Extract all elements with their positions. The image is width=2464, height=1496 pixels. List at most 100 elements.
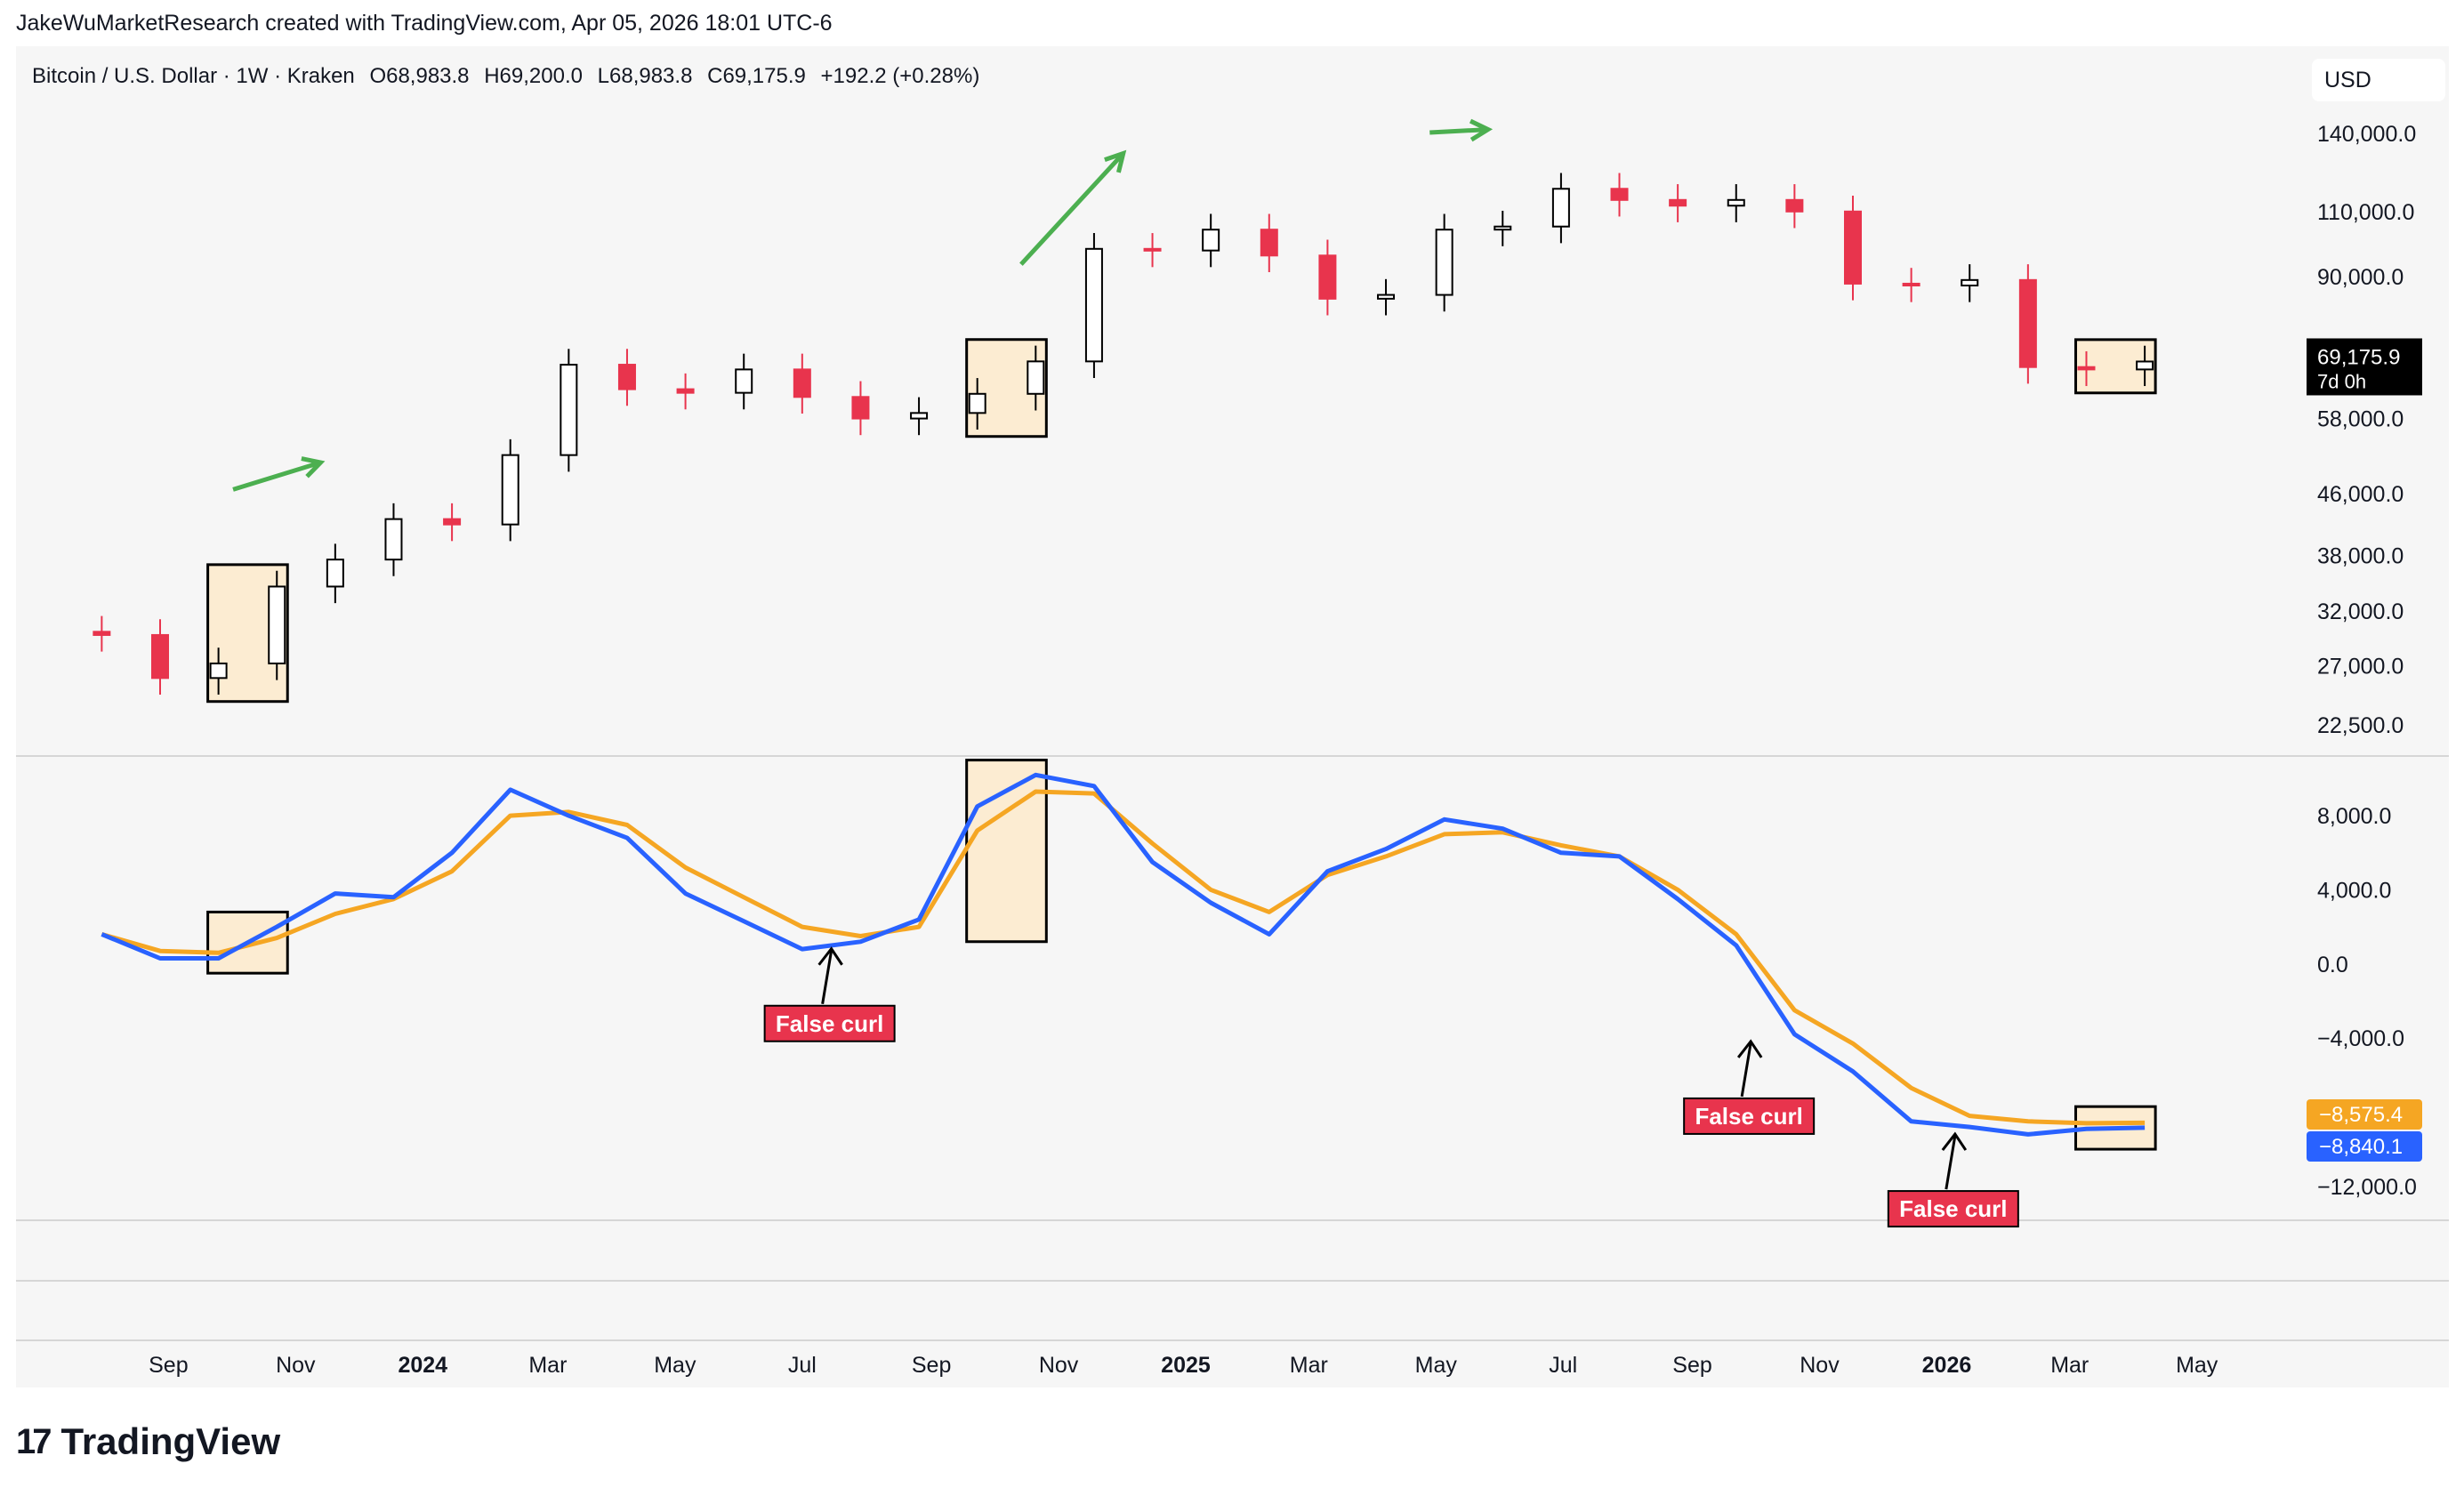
time-axis-tick: Nov	[1800, 1353, 1840, 1378]
trend-arrow-head	[1469, 118, 1494, 142]
time-axis-tick: 2025	[1161, 1353, 1211, 1378]
false-curl-pointer	[1945, 1135, 1957, 1190]
symbol-title: Bitcoin / U.S. Dollar · 1W · Kraken	[32, 64, 355, 88]
candle-down	[1669, 198, 1687, 207]
candle-up	[735, 368, 753, 394]
last-price-value: 69,175.9	[2317, 345, 2400, 369]
false-curl-pointer	[1740, 1042, 1752, 1098]
high-value: 69,200.0	[500, 64, 583, 88]
candle-up	[1961, 278, 1979, 287]
price-axis-tick: 32,000.0	[2317, 599, 2404, 624]
candle-up	[1202, 229, 1220, 252]
false-curl-badge	[1683, 1097, 1816, 1135]
candle-up	[1377, 294, 1396, 300]
signal-last-value: −8,575.4	[2319, 1103, 2403, 1127]
macd-pane: False curl False curl False curl	[101, 759, 2157, 1228]
candle-up	[1027, 360, 1045, 395]
time-axis-tick: Mar	[2050, 1353, 2089, 1378]
price-axis-tick: 58,000.0	[2317, 407, 2404, 432]
macd-axis-tick: −4,000.0	[2317, 1026, 2404, 1051]
price-axis-tick: 110,000.0	[2317, 200, 2414, 225]
time-axis-tick: May	[1415, 1353, 1458, 1378]
bar-countdown: 7d 0h	[2317, 370, 2366, 392]
candle-up	[268, 585, 286, 664]
legend-header: Bitcoin / U.S. Dollar · 1W · Kraken O68,…	[32, 64, 979, 88]
time-axis-tick: Mar	[528, 1353, 567, 1378]
candle-up	[1494, 225, 1512, 231]
macd-last-badge	[2307, 1131, 2422, 1162]
false-curl-label: False curl	[1899, 1195, 2007, 1222]
time-axis-tick: Sep	[1672, 1353, 1711, 1378]
candle-up	[560, 364, 578, 456]
open-value: 68,983.8	[386, 64, 469, 88]
macd-axis-tick: 8,000.0	[2317, 804, 2391, 829]
false-curl-pointer	[821, 950, 833, 1004]
candle-up	[384, 518, 403, 561]
false-curl-badge	[763, 1004, 896, 1042]
candle-up	[1084, 247, 1103, 363]
change-value: +192.2 (+0.28%)	[821, 64, 980, 88]
price-axis-tick: 38,000.0	[2317, 543, 2404, 568]
tradingview-logo[interactable]: 17 TradingView	[16, 1420, 280, 1463]
candle-down	[1785, 198, 1804, 213]
tradingview-logo-icon: 17	[16, 1421, 52, 1461]
false-curl-pointer-head	[1941, 1131, 1968, 1152]
candle-down	[793, 368, 811, 398]
last-price-badge	[2307, 338, 2422, 396]
low-label: L	[598, 64, 609, 88]
time-axis-tick: Sep	[912, 1353, 951, 1378]
time-axis-tick: Nov	[276, 1353, 316, 1378]
trend-arrow-head	[1104, 149, 1127, 173]
axes: 140,000.0 110,000.0 90,000.0 58,000.0 46,000…	[149, 122, 2422, 1378]
time-axis-tick: Nov	[1039, 1353, 1079, 1378]
candle-up	[1727, 198, 1745, 207]
false-curl-badge	[1887, 1190, 2019, 1228]
candle-down	[1143, 247, 1162, 252]
trend-arrow	[232, 460, 322, 492]
time-axis-tick: 2026	[1922, 1353, 1972, 1378]
macd-axis-tick: 4,000.0	[2317, 878, 2391, 903]
candle-down	[1318, 254, 1337, 300]
false-curl-pointer-head	[817, 946, 843, 966]
candle-down	[1260, 229, 1278, 257]
currency-label: USD	[2324, 68, 2371, 92]
candle-up	[968, 392, 986, 414]
panel-dividers	[16, 755, 2449, 1341]
trend-arrow	[1019, 151, 1125, 266]
open-label: O	[369, 64, 386, 88]
candle-up	[1435, 229, 1453, 296]
close-label: C	[707, 64, 722, 88]
time-axis-tick: Jul	[1549, 1353, 1577, 1378]
price-axis-tick: 90,000.0	[2317, 265, 2404, 290]
price-axis-tick: 22,500.0	[2317, 713, 2404, 738]
candle-up	[910, 412, 929, 420]
chart-attribution: JakeWuMarketResearch created with Tradin…	[16, 11, 833, 36]
trend-arrow	[1429, 127, 1488, 135]
chart-panel[interactable]	[16, 46, 2449, 1387]
time-axis-tick: Sep	[149, 1353, 188, 1378]
trend-arrow-head	[301, 456, 326, 479]
candle-down	[93, 631, 111, 636]
macd-last-value: −8,840.1	[2319, 1135, 2403, 1159]
false-curl-label: False curl	[1695, 1103, 1802, 1130]
price-axis-tick: 46,000.0	[2317, 482, 2404, 507]
close-value: 69,175.9	[722, 64, 805, 88]
candle-up	[326, 559, 344, 588]
false-curl-label: False curl	[776, 1010, 883, 1037]
price-axis-tick: 27,000.0	[2317, 655, 2404, 680]
price-pane	[93, 118, 2157, 704]
macd-highlight-box	[965, 759, 1048, 944]
macd-axis-tick: −12,000.0	[2317, 1175, 2417, 1200]
high-label: H	[484, 64, 499, 88]
candle-up	[209, 662, 228, 680]
candle-up	[2136, 360, 2154, 371]
currency-button[interactable]	[2312, 59, 2445, 101]
candle-down	[150, 633, 169, 680]
tradingview-wordmark: TradingView	[60, 1420, 281, 1462]
candle-down	[2018, 278, 2037, 368]
candle-down	[2077, 366, 2096, 371]
candle-down	[1843, 210, 1862, 285]
macd-axis-tick: 0.0	[2317, 953, 2348, 977]
time-axis-tick: May	[654, 1353, 697, 1378]
